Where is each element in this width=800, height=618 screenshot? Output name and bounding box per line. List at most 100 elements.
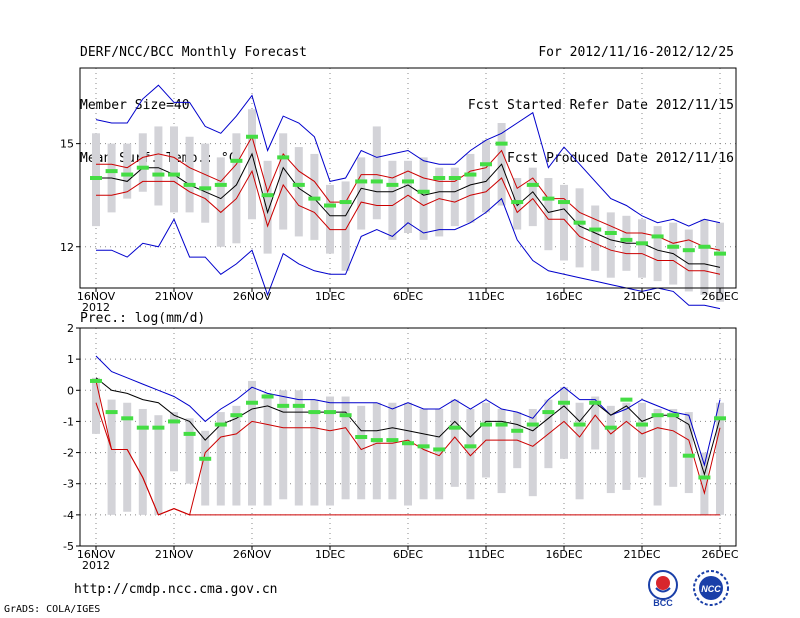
prec-median-marker: [604, 425, 617, 430]
prec-ytick-label: -1: [63, 415, 74, 428]
temp-median-marker: [121, 172, 134, 177]
temp-median-marker: [136, 165, 149, 170]
temp-median-marker: [526, 182, 539, 187]
temp-median-marker: [417, 189, 430, 194]
prec-median-marker: [682, 453, 695, 458]
prec-median-marker: [651, 413, 664, 418]
temp-median-marker: [511, 200, 524, 205]
prec-min-line: [95, 402, 720, 516]
temp-median-marker: [620, 237, 633, 242]
temp-median-marker: [386, 182, 399, 187]
prec-spread-box: [123, 402, 132, 512]
prec-max-line: [95, 355, 721, 467]
temp-spread-box: [201, 143, 210, 223]
temp-spread-box: [248, 109, 256, 220]
temp-upper-line: [96, 135, 721, 251]
ncc-logo-text: NCC: [701, 584, 721, 594]
temp-median-marker: [355, 179, 368, 184]
temp-median-marker: [199, 186, 212, 191]
prec-spread-box: [716, 402, 724, 515]
temp-median-marker: [261, 193, 274, 198]
prec-spread-box: [466, 408, 475, 500]
prec-ytick-label: -4: [63, 509, 74, 522]
temp-spread-box: [123, 143, 132, 199]
temp-median-marker: [214, 182, 227, 187]
prec-median-marker: [324, 410, 336, 415]
source-url[interactable]: http://cmdp.ncc.cma.gov.cn: [74, 582, 278, 597]
prec-median-marker: [480, 422, 492, 427]
variable-label-precipitation: Prec.: log(mm/d): [80, 311, 205, 326]
prec-spread-box: [653, 408, 662, 506]
prec-spread-box: [404, 402, 412, 506]
temp-spread-box: [341, 181, 350, 271]
temp-spread-box: [294, 147, 303, 237]
temp-median-marker: [480, 162, 492, 167]
temp-spread-box: [419, 157, 428, 240]
prec-median-marker: [526, 422, 539, 427]
prec-median-marker: [246, 400, 258, 405]
temp-median-marker: [464, 172, 477, 177]
prec-median-marker: [402, 441, 414, 446]
temp-ytick-label: 12: [60, 241, 74, 254]
member-size: Member Size=40: [80, 98, 190, 113]
temp-median-marker: [433, 176, 446, 180]
prec-spread-box: [170, 412, 178, 472]
prec-median-marker: [464, 444, 477, 449]
temp-median-marker: [714, 251, 726, 256]
temp-xtick-label: 16NOV: [77, 290, 116, 303]
prec-median-marker: [667, 413, 680, 418]
temp-spread-box: [700, 219, 709, 295]
temp-spread-box: [326, 184, 334, 254]
prec-median-marker: [230, 413, 243, 418]
prec-median-marker: [636, 422, 648, 427]
prec-median-marker: [121, 416, 134, 421]
prec-spread-box: [326, 396, 334, 506]
prec-spread-box: [684, 412, 693, 494]
prec-spread-box: [201, 430, 210, 506]
bcc-logo-text: BCC: [653, 598, 673, 608]
prec-median-marker: [386, 438, 399, 443]
temp-spread-box: [388, 160, 397, 240]
forecast-period: For 2012/11/16-2012/12/25: [538, 45, 734, 60]
temp-spread-box: [450, 167, 459, 227]
temp-median-marker: [183, 182, 196, 187]
temp-median-marker: [152, 172, 165, 177]
temp-xtick-label: 11DEC: [467, 290, 504, 303]
temp-spread-box: [357, 157, 366, 230]
prec-xtick-label: 11DEC: [467, 548, 504, 561]
prec-median-marker: [152, 425, 165, 430]
prec-median-marker: [261, 394, 274, 399]
temp-median-marker: [495, 141, 508, 146]
prec-spread-box: [419, 408, 428, 500]
temp-lower-line: [96, 169, 721, 275]
prec-ytick-label: 1: [67, 353, 74, 366]
prec-median-marker: [308, 410, 321, 415]
prec-spread-box: [372, 402, 381, 500]
prec-spread-box: [528, 408, 537, 497]
prec-median-marker: [370, 438, 383, 443]
temp-spread-box: [170, 126, 178, 213]
prec-xtick-label: 16DEC: [545, 548, 582, 561]
temp-median-marker: [277, 155, 290, 160]
temp-median-marker: [558, 200, 570, 205]
temp-median-marker: [589, 227, 602, 232]
prec-median-marker: [105, 410, 118, 415]
forecast-title: DERF/NCC/BCC Monthly Forecast: [80, 45, 307, 60]
prec-median-marker: [448, 425, 461, 430]
temp-median-marker: [105, 169, 118, 174]
prec-spread-box: [575, 402, 584, 500]
temp-median-marker: [636, 241, 648, 246]
prec-spread-box: [107, 399, 116, 515]
temp-median-marker: [604, 231, 617, 235]
prec-median-marker: [714, 416, 726, 421]
prec-xtick-label: 21DEC: [623, 548, 660, 561]
prec-median-marker: [542, 410, 555, 415]
temp-xtick-label: 6DEC: [393, 290, 423, 303]
prec-xtick-label: 21NOV: [155, 548, 194, 561]
temp-spread-box: [404, 160, 412, 233]
prec-ytick-label: -5: [63, 540, 74, 553]
temp-spread-box: [138, 133, 147, 192]
prec-spread-box: [357, 405, 366, 500]
temp-median-marker: [402, 179, 414, 184]
